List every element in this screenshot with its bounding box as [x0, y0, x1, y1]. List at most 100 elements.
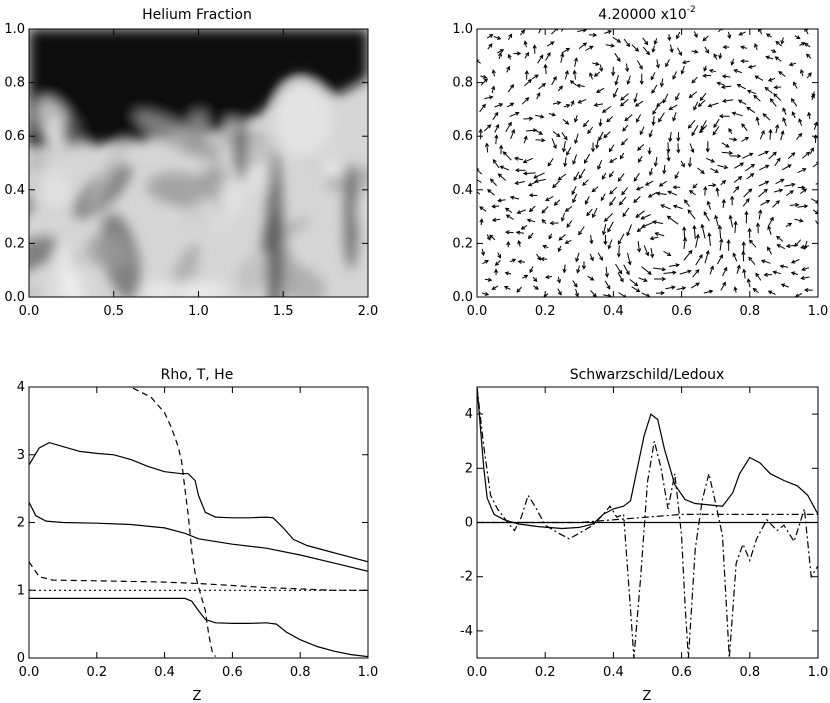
velocity-arrow [477, 60, 481, 64]
velocity-arrow-head [790, 97, 795, 103]
velocity-arrow [622, 207, 630, 217]
velocity-arrow-head [491, 217, 497, 222]
velocity-field-title: 4.20000 x10-2 [598, 5, 695, 23]
velocity-arrow [799, 188, 807, 194]
velocity-arrow-head [721, 74, 727, 79]
velocity-arrow-head [723, 266, 728, 272]
velocity-arrow-head [700, 169, 705, 174]
velocity-arrow [742, 198, 750, 207]
velocity-arrow [543, 293, 549, 297]
x-tick-label: 0.6 [671, 665, 692, 680]
velocity-arrow [781, 164, 792, 171]
velocity-arrow-head [687, 209, 692, 214]
velocity-arrow-head [755, 272, 760, 277]
velocity-arrow [652, 45, 655, 53]
velocity-arrow [618, 173, 625, 182]
velocity-arrow-head [780, 178, 785, 183]
velocity-arrow-head [595, 61, 600, 66]
velocity-arrow [477, 168, 483, 175]
velocity-arrow [738, 99, 747, 105]
velocity-arrow [627, 252, 631, 265]
velocity-arrow-head [524, 69, 529, 75]
velocity-arrow [486, 143, 489, 153]
velocity-arrow [794, 218, 803, 222]
velocity-arrow-head [556, 29, 559, 32]
velocity-arrow-head [651, 48, 656, 53]
velocity-arrow-head [688, 189, 694, 195]
velocity-arrow-head [749, 152, 754, 157]
velocity-arrow [510, 129, 515, 139]
velocity-arrow [565, 205, 573, 212]
velocity-arrow-head [659, 82, 664, 88]
velocity-arrow [483, 124, 491, 132]
velocity-arrow-head [803, 287, 809, 293]
velocity-arrow [487, 189, 495, 196]
velocity-arrow [661, 78, 664, 87]
velocity-arrow-head [593, 72, 599, 77]
x-tick-label: 0.4 [603, 665, 624, 680]
velocity-arrow-head [478, 128, 483, 133]
rho-t-he-x-axis: 0.0 0.2 0.4 0.6 0.8 1.0 [19, 387, 379, 680]
velocity-arrow-head [583, 159, 588, 164]
velocity-arrow-head [534, 178, 539, 184]
velocity-arrow [492, 285, 499, 290]
velocity-arrow-head [587, 129, 592, 135]
velocity-arrow [547, 158, 554, 167]
x-tick-label: 0.5 [103, 304, 124, 319]
velocity-arrow-head [693, 33, 698, 38]
velocity-arrow-head [787, 222, 793, 227]
velocity-arrow-head [672, 270, 677, 275]
velocity-arrow [656, 59, 659, 68]
velocity-arrow-head [569, 80, 575, 85]
velocity-arrow-head [473, 178, 477, 181]
velocity-arrow [652, 221, 664, 225]
velocity-arrow-head [520, 29, 526, 34]
velocity-arrow-head [560, 217, 565, 222]
velocity-arrow-head [748, 256, 753, 261]
velocity-arrow-head [776, 244, 781, 248]
velocity-arrow-head [541, 219, 546, 224]
velocity-arrow-head [676, 34, 680, 40]
velocity-arrow [517, 209, 526, 214]
velocity-arrow [653, 267, 666, 271]
velocity-arrow [747, 278, 751, 288]
velocity-arrow [794, 239, 802, 247]
velocity-arrow-head [635, 288, 641, 293]
velocity-arrow-head [627, 261, 632, 266]
velocity-arrow [650, 247, 654, 258]
velocity-arrow-head [782, 117, 787, 122]
velocity-arrow-head [534, 285, 539, 290]
velocity-arrow-head [755, 222, 761, 227]
velocity-arrow-head [507, 53, 512, 59]
velocity-arrow [731, 58, 735, 65]
velocity-arrow [768, 290, 776, 295]
velocity-arrow [791, 272, 799, 276]
velocity-arrow [650, 236, 659, 240]
rho-t-he-series-4 [35, 387, 217, 657]
velocity-arrow [552, 130, 561, 137]
y-tick-label: 3 [17, 448, 25, 463]
velocity-arrow [663, 165, 666, 174]
velocity-arrow-head [525, 97, 530, 102]
velocity-arrow-head [625, 270, 630, 276]
velocity-arrow [756, 117, 760, 126]
velocity-arrow [688, 119, 696, 129]
rho-t-he-series-3 [29, 597, 368, 658]
velocity-arrow [578, 168, 586, 179]
velocity-arrow [667, 142, 669, 153]
velocity-arrow-head [492, 159, 497, 164]
x-tick-label: 1.0 [358, 665, 379, 680]
velocity-field-title-exponent: -2 [687, 5, 696, 15]
velocity-arrow [597, 252, 603, 261]
velocity-arrow-head [747, 227, 752, 232]
velocity-arrow [801, 276, 810, 279]
velocity-arrow [669, 264, 679, 267]
velocity-arrow [716, 188, 719, 197]
helium-swirl [236, 255, 270, 293]
velocity-arrow [797, 168, 806, 174]
velocity-arrow-head [552, 183, 557, 189]
y-tick-label: 0.6 [452, 129, 473, 144]
velocity-arrow-head [506, 240, 511, 246]
velocity-arrow-head [662, 99, 667, 104]
velocity-arrow [734, 69, 742, 74]
